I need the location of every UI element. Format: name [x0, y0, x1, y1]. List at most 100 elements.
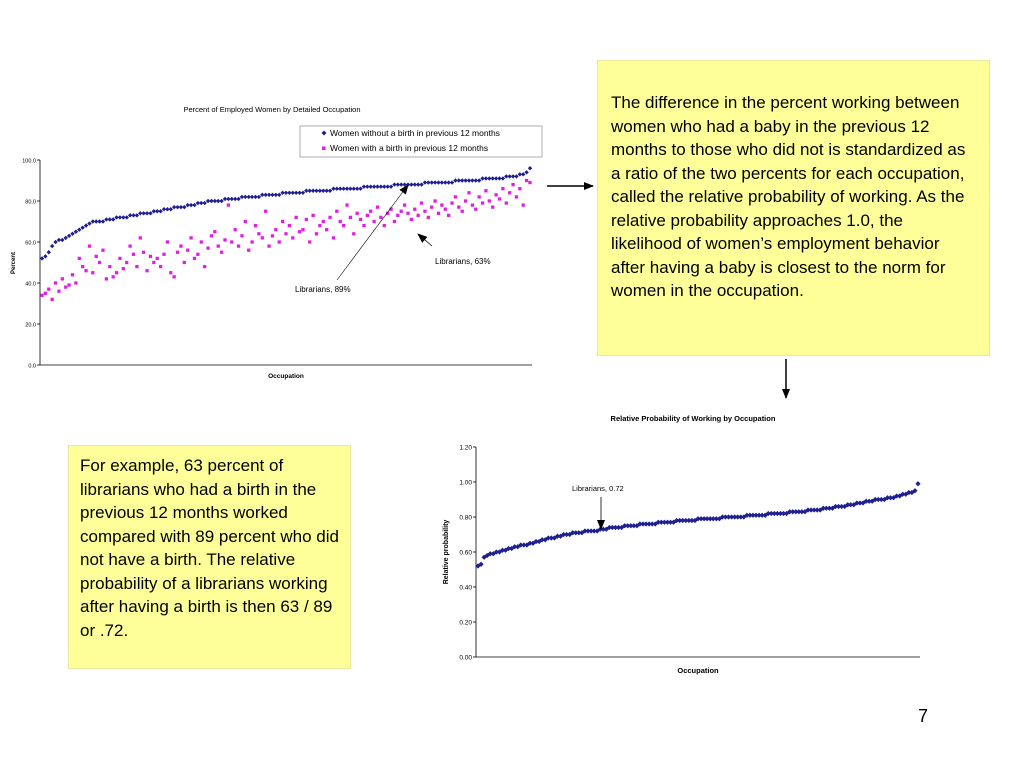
data-point — [90, 219, 96, 224]
data-point — [74, 281, 78, 285]
annotation-63-arrow — [417, 233, 433, 247]
data-point — [361, 184, 367, 189]
data-point — [576, 530, 582, 536]
data-point — [304, 217, 308, 222]
data-point — [247, 248, 251, 252]
chart1-y-tick-label: 60.0 — [25, 241, 36, 247]
data-point — [713, 516, 719, 522]
data-point — [300, 190, 306, 195]
data-point — [348, 215, 353, 220]
data-point — [463, 199, 468, 203]
data-point — [832, 503, 839, 510]
data-point — [324, 188, 329, 193]
data-point — [719, 514, 726, 520]
data-point — [640, 521, 646, 527]
data-point — [474, 207, 478, 211]
data-point — [206, 246, 210, 250]
data-point — [780, 510, 787, 517]
data-point — [478, 561, 484, 567]
chart2-y-tick-label: 1.00 — [459, 480, 472, 487]
data-point — [182, 260, 186, 265]
data-point — [423, 209, 427, 213]
data-point — [670, 519, 677, 525]
data-point — [759, 512, 765, 518]
data-point — [501, 187, 505, 191]
data-point — [440, 203, 444, 207]
data-point — [667, 519, 674, 525]
chart1-x-axis-label: Occupation — [268, 373, 304, 380]
chart2-title: Relative Probability of Working by Occup… — [611, 414, 776, 423]
data-point — [188, 202, 194, 208]
data-point — [168, 207, 173, 212]
data-point — [536, 538, 542, 545]
chart1-y-tick-label: 40.0 — [25, 282, 36, 288]
data-point — [355, 211, 359, 215]
data-point — [419, 201, 424, 205]
data-point — [358, 217, 363, 222]
data-point — [392, 182, 397, 187]
data-point — [345, 203, 349, 207]
data-point — [280, 219, 285, 224]
data-point — [325, 228, 329, 232]
data-point — [365, 213, 369, 217]
data-point — [560, 531, 567, 538]
chart1-y-tick-label: 0.0 — [28, 364, 36, 370]
data-point — [570, 530, 576, 536]
chart2-y-tick-label: 1.20 — [459, 445, 472, 452]
data-point — [94, 254, 98, 258]
data-point — [77, 256, 81, 261]
data-point — [385, 184, 390, 189]
data-point — [209, 234, 214, 238]
data-point — [118, 256, 122, 261]
data-point — [539, 537, 545, 543]
data-point — [43, 291, 48, 295]
data-point — [473, 178, 478, 183]
data-point — [848, 502, 854, 508]
data-point — [406, 211, 410, 215]
data-point — [53, 239, 58, 245]
data-point — [658, 519, 664, 525]
data-point — [878, 496, 884, 503]
data-point — [661, 519, 667, 525]
data-point — [178, 204, 184, 210]
data-point — [725, 514, 732, 520]
data-point — [622, 523, 628, 529]
data-point — [267, 244, 271, 248]
data-point — [866, 498, 872, 504]
data-point — [264, 209, 268, 213]
data-point — [87, 221, 92, 226]
data-point — [301, 228, 305, 232]
data-point — [573, 530, 579, 536]
data-point — [117, 215, 123, 220]
data-point — [835, 503, 842, 510]
data-point — [426, 215, 430, 220]
data-point — [152, 260, 156, 265]
data-point — [872, 496, 878, 503]
data-point — [249, 194, 255, 200]
data-point — [409, 182, 414, 187]
data-point — [422, 180, 428, 185]
data-point — [108, 264, 112, 269]
data-point — [402, 203, 407, 207]
data-point — [456, 178, 462, 183]
data-point — [814, 507, 820, 513]
data-point — [588, 528, 594, 534]
data-point — [750, 512, 756, 518]
data-point — [491, 205, 495, 209]
data-point — [915, 481, 921, 487]
data-point — [334, 186, 340, 191]
data-point — [585, 528, 591, 534]
data-point — [266, 192, 272, 198]
data-point — [219, 198, 224, 204]
data-point — [722, 514, 729, 520]
series-with-birth — [40, 178, 532, 302]
data-point — [457, 205, 461, 209]
data-point — [446, 180, 451, 185]
data-point — [205, 198, 211, 204]
data-point — [209, 198, 214, 204]
chart1-y-tick-label: 100.0 — [22, 159, 36, 165]
data-point — [331, 236, 336, 240]
data-point — [375, 184, 380, 189]
data-point — [142, 250, 146, 254]
